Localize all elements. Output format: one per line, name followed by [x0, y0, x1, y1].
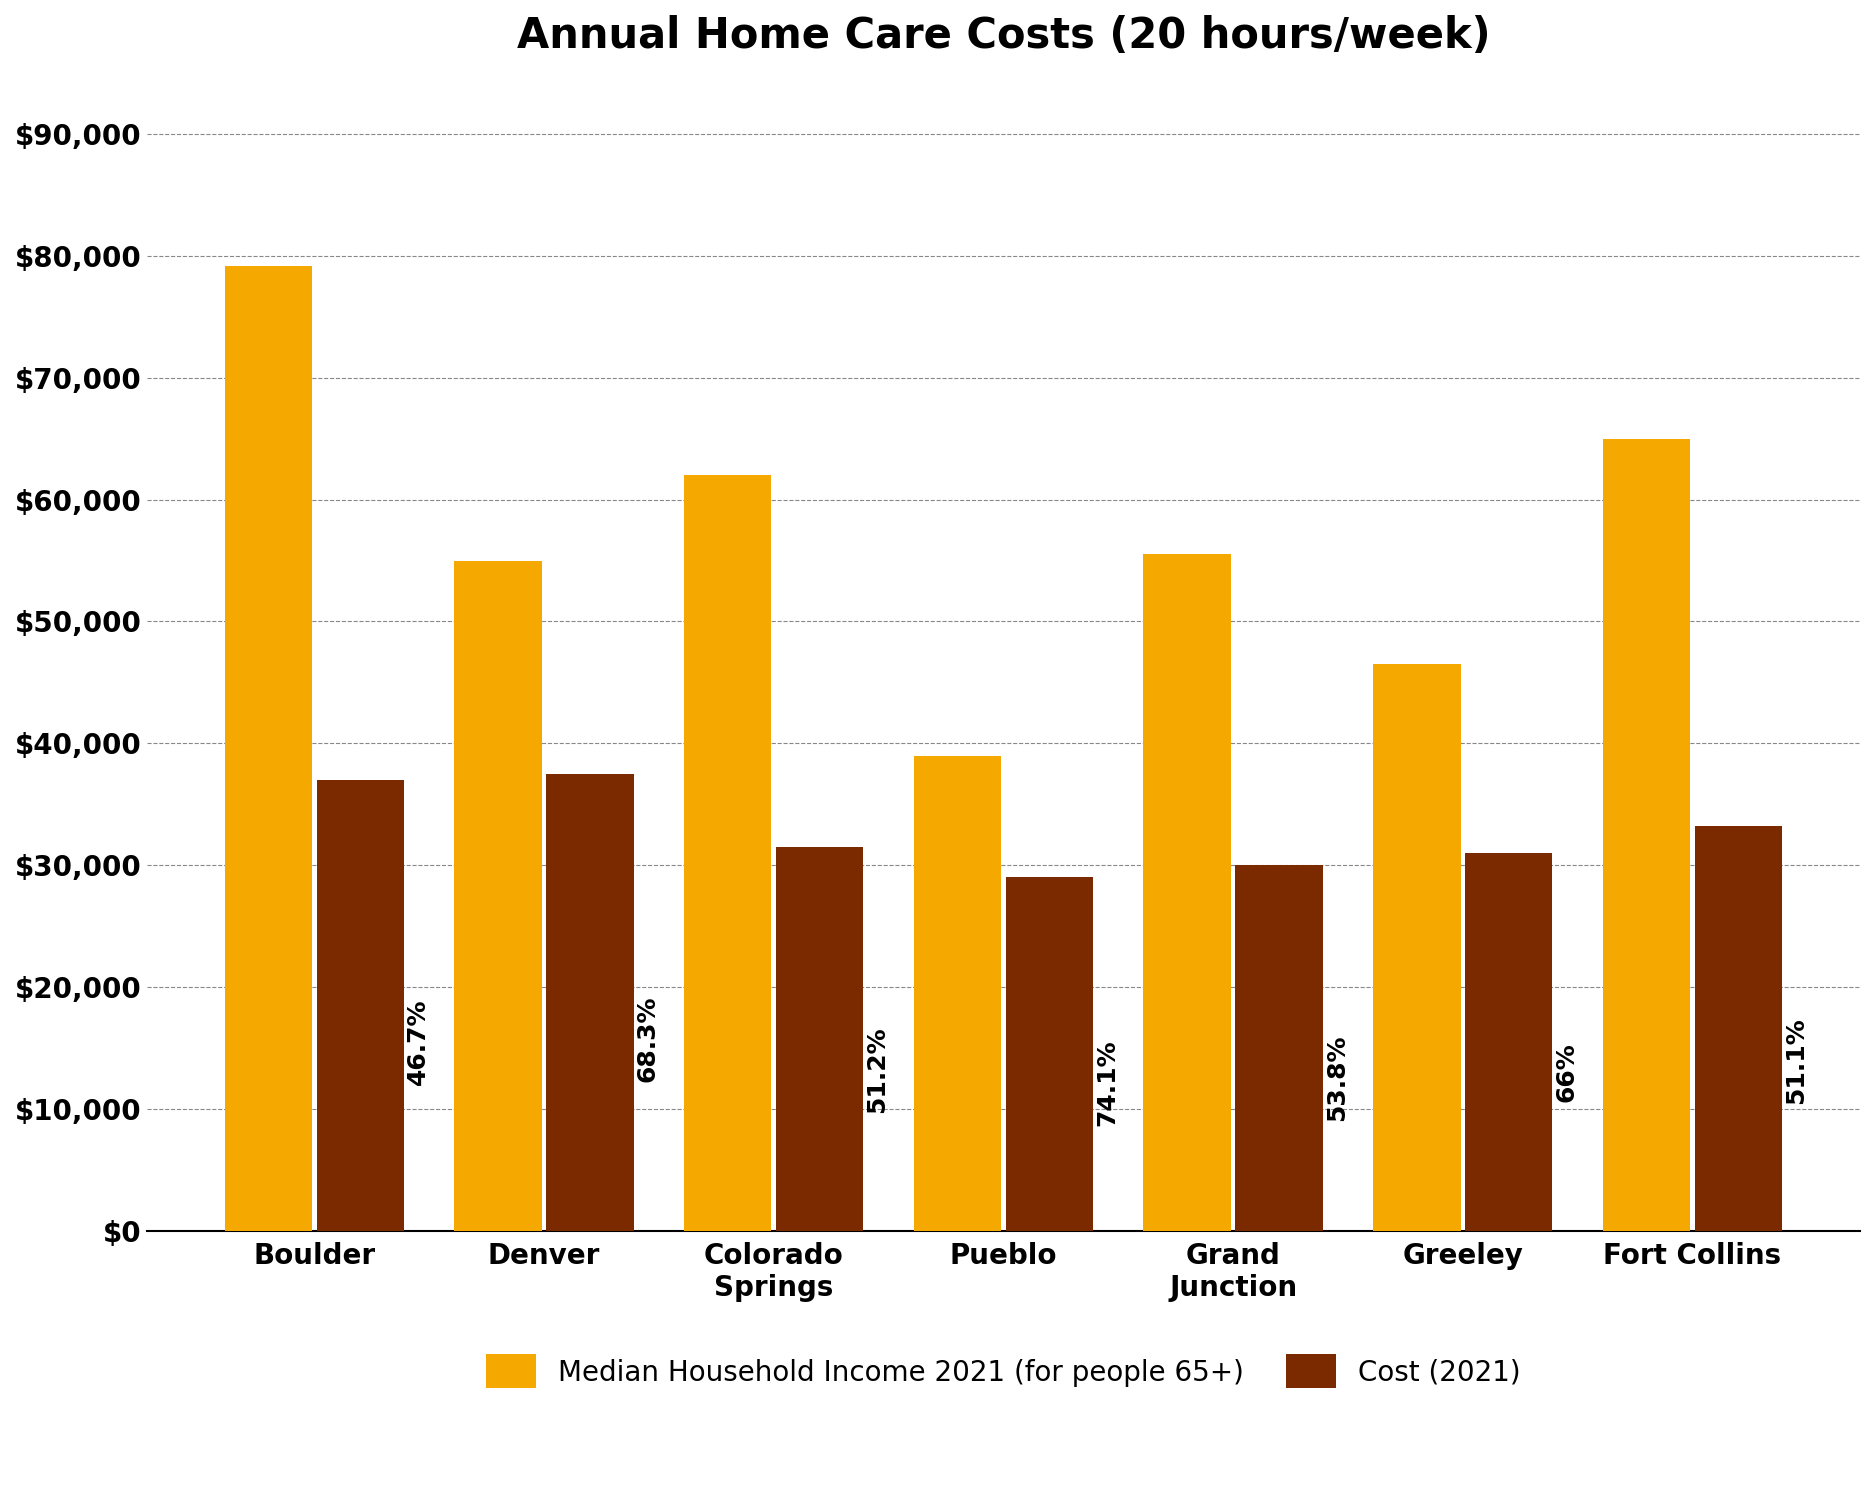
- Bar: [1236, 866, 1322, 1231]
- Bar: [1144, 554, 1230, 1231]
- Bar: [913, 755, 1001, 1231]
- Bar: [1372, 665, 1461, 1231]
- Legend: Median Household Income 2021 (for people 65+), Cost (2021): Median Household Income 2021 (for people…: [472, 1341, 1534, 1402]
- Bar: [1603, 438, 1689, 1231]
- Bar: [546, 773, 634, 1231]
- Text: 53.8%: 53.8%: [1326, 1034, 1348, 1120]
- Text: 46.7%: 46.7%: [407, 998, 429, 1085]
- Text: 51.1%: 51.1%: [1785, 1018, 1808, 1104]
- Bar: [776, 846, 863, 1231]
- Bar: [684, 475, 771, 1231]
- Bar: [1695, 825, 1781, 1231]
- Bar: [225, 265, 311, 1231]
- Text: 68.3%: 68.3%: [636, 995, 660, 1082]
- Title: Annual Home Care Costs (20 hours/week): Annual Home Care Costs (20 hours/week): [516, 15, 1491, 57]
- Bar: [454, 560, 542, 1231]
- Text: 74.1%: 74.1%: [1095, 1039, 1119, 1125]
- Bar: [1005, 878, 1093, 1231]
- Bar: [1464, 852, 1552, 1231]
- Bar: [317, 779, 403, 1231]
- Text: 51.2%: 51.2%: [866, 1027, 889, 1113]
- Text: 66%: 66%: [1554, 1043, 1579, 1103]
